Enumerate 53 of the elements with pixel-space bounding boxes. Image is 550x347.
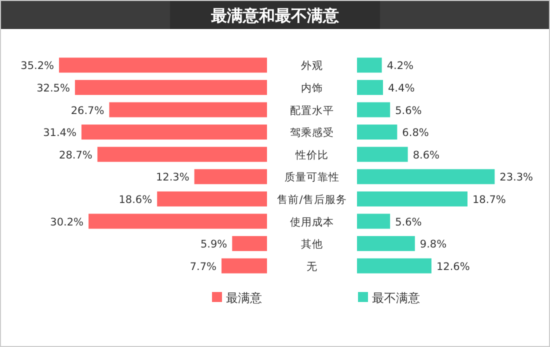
bar [109,102,267,118]
data-label: 6.8% [402,127,429,140]
data-label: 18.7% [472,194,506,206]
bar [81,124,267,140]
data-label: 8.6% [412,149,440,162]
data-label: 23.3% [500,172,534,184]
data-label: 4.2% [386,60,414,72]
bar [74,80,267,95]
bar [357,80,383,95]
data-label: 5.6% [395,104,422,117]
bar [194,169,267,184]
data-label: 26.7% [70,104,104,117]
y-tick-label: 驾乘感受 [290,126,334,140]
data-label: 12.3% [156,172,190,184]
y-tick-label: 质量可靠性 [284,170,340,184]
y-tick-label: 其他 [301,238,323,251]
bar [357,58,382,73]
bar [357,258,432,274]
y-tick-label: 性价比 [294,148,328,162]
data-label: 12.6% [436,260,470,273]
bar [357,236,415,252]
bar [157,191,267,206]
y-tick-label: 外观 [301,60,323,72]
y-tick-label: 售前/售后服务 [277,192,347,206]
data-label: 28.7% [59,149,92,162]
data-label: 5.6% [395,216,422,228]
legend-label: 最满意 [226,291,262,305]
bar [357,102,390,118]
y-tick-label: 无 [306,260,318,273]
bar [222,258,267,274]
bar [232,236,267,252]
bar [357,124,398,140]
bar [357,146,408,162]
bar [357,214,390,229]
chart-title: 最满意和最不满意 [210,6,340,25]
bar [357,169,495,184]
data-label: 18.6% [118,194,152,206]
data-label: 35.2% [20,60,54,72]
legend-label: 最不满意 [372,291,420,305]
y-tick-label: 配置水平 [290,104,334,117]
data-label: 5.9% [200,238,228,251]
data-label: 4.4% [388,82,415,94]
bar [357,191,468,206]
bar [97,146,267,162]
data-label: 30.2% [50,216,84,228]
bar [59,58,267,73]
y-tick-label: 内饰 [301,81,323,94]
data-label: 9.8% [420,238,447,251]
data-label: 32.5% [36,82,70,94]
y-tick-label: 使用成本 [290,215,334,228]
data-label: 7.7% [190,260,217,273]
bar [88,214,267,229]
data-label: 31.4% [43,127,76,140]
